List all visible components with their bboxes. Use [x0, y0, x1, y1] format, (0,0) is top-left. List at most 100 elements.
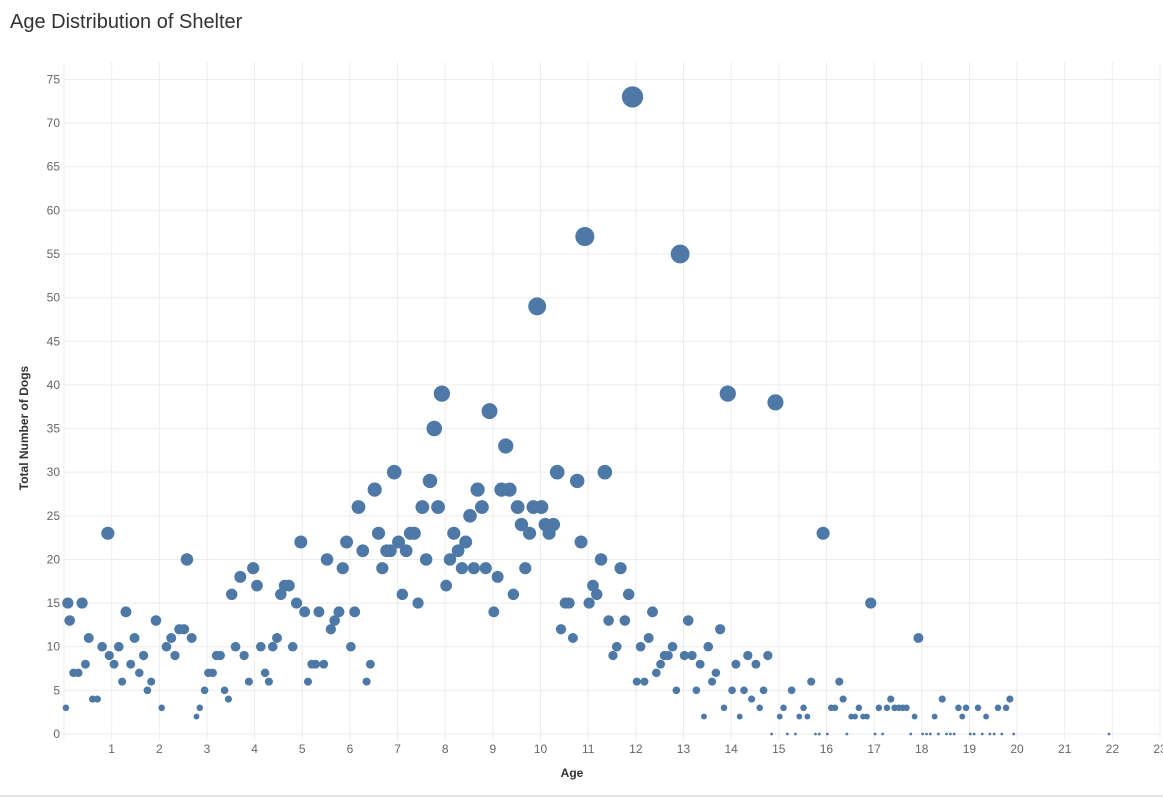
data-point[interactable]	[574, 535, 588, 549]
data-point[interactable]	[76, 597, 88, 609]
data-point[interactable]	[692, 686, 701, 695]
data-point[interactable]	[974, 704, 982, 712]
data-point[interactable]	[463, 509, 477, 523]
data-point[interactable]	[881, 732, 885, 736]
data-point[interactable]	[635, 641, 646, 652]
data-point[interactable]	[911, 713, 918, 720]
data-point[interactable]	[166, 633, 177, 643]
data-point[interactable]	[796, 713, 803, 720]
data-point[interactable]	[663, 650, 673, 661]
data-point[interactable]	[972, 732, 976, 736]
data-point[interactable]	[567, 633, 578, 643]
data-point[interactable]	[178, 624, 190, 635]
data-point[interactable]	[751, 659, 761, 669]
data-point[interactable]	[763, 650, 773, 661]
data-point[interactable]	[622, 588, 635, 601]
data-point[interactable]	[988, 732, 992, 736]
data-point[interactable]	[230, 641, 241, 652]
data-point[interactable]	[575, 226, 595, 247]
data-point[interactable]	[275, 588, 287, 601]
data-point[interactable]	[708, 677, 717, 686]
data-point[interactable]	[759, 686, 768, 695]
data-point[interactable]	[994, 704, 1002, 712]
data-point[interactable]	[807, 677, 816, 686]
data-point[interactable]	[695, 659, 705, 669]
data-point[interactable]	[251, 579, 263, 592]
data-point[interactable]	[647, 606, 658, 618]
data-point[interactable]	[816, 526, 830, 540]
data-point[interactable]	[962, 704, 970, 712]
data-point[interactable]	[835, 677, 844, 686]
data-point[interactable]	[97, 641, 107, 652]
data-point[interactable]	[118, 677, 127, 686]
data-point[interactable]	[569, 473, 585, 489]
data-point[interactable]	[208, 668, 217, 678]
data-point[interactable]	[247, 562, 260, 575]
data-point[interactable]	[419, 553, 433, 566]
data-point[interactable]	[643, 633, 654, 643]
data-point[interactable]	[161, 641, 172, 652]
data-point[interactable]	[386, 464, 402, 480]
data-point[interactable]	[193, 713, 200, 720]
data-point[interactable]	[120, 606, 132, 618]
data-point[interactable]	[855, 704, 863, 712]
data-point[interactable]	[431, 500, 445, 515]
data-point[interactable]	[611, 641, 622, 652]
data-point[interactable]	[875, 704, 883, 712]
data-point[interactable]	[220, 686, 229, 695]
data-point[interactable]	[180, 553, 194, 566]
data-point[interactable]	[817, 732, 821, 736]
data-point[interactable]	[365, 659, 375, 669]
data-point[interactable]	[113, 641, 124, 652]
data-point[interactable]	[887, 695, 895, 703]
data-point[interactable]	[720, 704, 728, 712]
data-point[interactable]	[488, 606, 500, 618]
data-point[interactable]	[883, 704, 891, 712]
data-point[interactable]	[226, 588, 238, 601]
data-point[interactable]	[470, 482, 485, 497]
data-point[interactable]	[333, 606, 345, 618]
data-point[interactable]	[1107, 732, 1111, 736]
data-point[interactable]	[1012, 732, 1016, 736]
data-point[interactable]	[311, 659, 321, 669]
data-point[interactable]	[362, 677, 371, 686]
data-point[interactable]	[587, 579, 599, 592]
data-point[interactable]	[367, 482, 382, 497]
data-point[interactable]	[440, 579, 453, 592]
data-point[interactable]	[776, 713, 783, 720]
data-point[interactable]	[272, 633, 282, 643]
data-point[interactable]	[1000, 732, 1004, 736]
data-point[interactable]	[711, 668, 721, 678]
data-point[interactable]	[83, 633, 94, 643]
data-point[interactable]	[340, 535, 354, 549]
data-point[interactable]	[502, 482, 517, 497]
data-point[interactable]	[621, 86, 644, 108]
data-point[interactable]	[422, 473, 438, 489]
data-point[interactable]	[852, 713, 858, 720]
data-point[interactable]	[913, 633, 924, 643]
data-point[interactable]	[244, 677, 253, 686]
data-point[interactable]	[479, 562, 492, 575]
data-point[interactable]	[865, 597, 877, 609]
data-point[interactable]	[603, 615, 614, 626]
data-point[interactable]	[928, 732, 932, 736]
data-point[interactable]	[594, 553, 608, 566]
data-point[interactable]	[264, 677, 273, 686]
data-point[interactable]	[510, 500, 525, 515]
data-point[interactable]	[656, 659, 666, 669]
data-point[interactable]	[313, 606, 325, 618]
data-point[interactable]	[959, 713, 966, 720]
data-point[interactable]	[392, 535, 405, 549]
data-point[interactable]	[443, 553, 457, 566]
data-point[interactable]	[701, 713, 707, 720]
data-point[interactable]	[873, 732, 877, 736]
data-point[interactable]	[983, 713, 989, 720]
data-point[interactable]	[336, 562, 349, 575]
data-point[interactable]	[925, 732, 928, 736]
data-point[interactable]	[64, 615, 76, 626]
data-point[interactable]	[290, 597, 303, 609]
data-point[interactable]	[138, 650, 149, 661]
data-point[interactable]	[740, 686, 748, 695]
data-point[interactable]	[267, 641, 278, 652]
data-point[interactable]	[948, 732, 952, 736]
